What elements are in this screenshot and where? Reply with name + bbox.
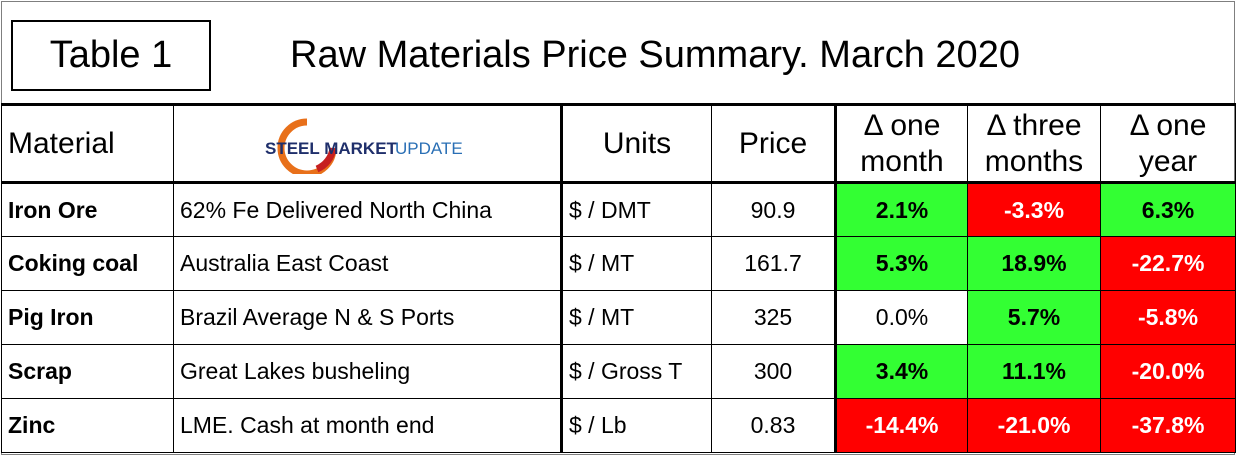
price-cell: 161.7 bbox=[711, 236, 836, 291]
location-cell: Great Lakes busheling bbox=[173, 344, 562, 399]
units-cell: $ / MT bbox=[560, 290, 712, 345]
material-cell: Coking coal bbox=[1, 236, 174, 291]
price-cell: 325 bbox=[711, 290, 836, 345]
table-row: Pig Iron Brazil Average N & S Ports $ / MT… bbox=[1, 290, 1236, 345]
header-change-1m-line1: Δ one bbox=[863, 108, 941, 142]
change-3m-cell: -3.3% bbox=[967, 182, 1101, 237]
logo-cell: STEEL MARKET UPDATE bbox=[173, 103, 562, 184]
logo-swoosh-red bbox=[315, 146, 337, 172]
material-cell: Scrap bbox=[1, 344, 174, 399]
header-change-1y-line1: Δ one bbox=[1129, 108, 1207, 142]
header-change-1m-line2: month bbox=[860, 144, 944, 178]
table-row: Scrap Great Lakes busheling $ / Gross T 300… bbox=[1, 344, 1236, 399]
change-1m-cell: 2.1% bbox=[834, 182, 968, 237]
units-cell: $ / Lb bbox=[560, 398, 712, 453]
table-row: Iron Ore 62% Fe Delivered North China $ / … bbox=[1, 182, 1236, 237]
change-1y-cell: -5.8% bbox=[1100, 290, 1236, 345]
logo-text-bold: STEEL MARKET bbox=[265, 139, 398, 158]
change-3m-cell: -21.0% bbox=[967, 398, 1101, 453]
material-cell: Iron Ore bbox=[1, 182, 174, 237]
change-1m-cell: 0.0% bbox=[834, 290, 968, 345]
price-cell: 0.83 bbox=[711, 398, 836, 453]
page-title: Raw Materials Price Summary. March 2020 bbox=[290, 34, 1020, 76]
change-1y-cell: -20.0% bbox=[1100, 344, 1236, 399]
material-cell: Zinc bbox=[1, 398, 174, 453]
column-header-change-1m: Δ one month bbox=[834, 103, 968, 184]
location-cell: Brazil Average N & S Ports bbox=[173, 290, 562, 345]
price-cell: 90.9 bbox=[711, 182, 836, 237]
change-3m-cell: 18.9% bbox=[967, 236, 1101, 291]
location-cell: LME. Cash at month end bbox=[173, 398, 562, 453]
table-row: Zinc LME. Cash at month end $ / Lb 0.83 -14.… bbox=[1, 398, 1236, 453]
units-cell: $ / DMT bbox=[560, 182, 712, 237]
units-cell: $ / MT bbox=[560, 236, 712, 291]
change-3m-cell: 11.1% bbox=[967, 344, 1101, 399]
header-row: Material STEEL MARKET UPDATE Units Price… bbox=[1, 103, 1236, 184]
logo-text-light: UPDATE bbox=[395, 139, 463, 158]
change-1m-cell: -14.4% bbox=[834, 398, 968, 453]
header-change-1y-line2: year bbox=[1138, 144, 1198, 178]
change-1m-cell: 5.3% bbox=[834, 236, 968, 291]
change-1m-cell: 3.4% bbox=[834, 344, 968, 399]
column-header-units: Units bbox=[560, 103, 712, 184]
column-header-price: Price bbox=[711, 103, 836, 184]
change-1y-cell: -37.8% bbox=[1100, 398, 1236, 453]
logo-mark: STEEL MARKET UPDATE bbox=[265, 118, 463, 174]
change-1y-cell: 6.3% bbox=[1100, 182, 1236, 237]
header-change-3m-line1: Δ three bbox=[986, 108, 1082, 142]
steel-market-update-logo: STEEL MARKET UPDATE bbox=[174, 106, 560, 181]
column-header-change-1y: Δ one year bbox=[1100, 103, 1236, 184]
change-3m-cell: 5.7% bbox=[967, 290, 1101, 345]
location-cell: 62% Fe Delivered North China bbox=[173, 182, 562, 237]
price-cell: 300 bbox=[711, 344, 836, 399]
column-header-change-3m: Δ three months bbox=[967, 103, 1101, 184]
header-change-3m-line2: months bbox=[984, 144, 1084, 178]
material-cell: Pig Iron bbox=[1, 290, 174, 345]
location-cell: Australia East Coast bbox=[173, 236, 562, 291]
price-table: Material STEEL MARKET UPDATE Units Price… bbox=[1, 103, 1236, 453]
column-header-material: Material bbox=[1, 103, 174, 184]
units-cell: $ / Gross T bbox=[560, 344, 712, 399]
change-1y-cell: -22.7% bbox=[1100, 236, 1236, 291]
table-row: Coking coal Australia East Coast $ / MT 161… bbox=[1, 236, 1236, 291]
table-label: Table 1 bbox=[11, 20, 211, 91]
